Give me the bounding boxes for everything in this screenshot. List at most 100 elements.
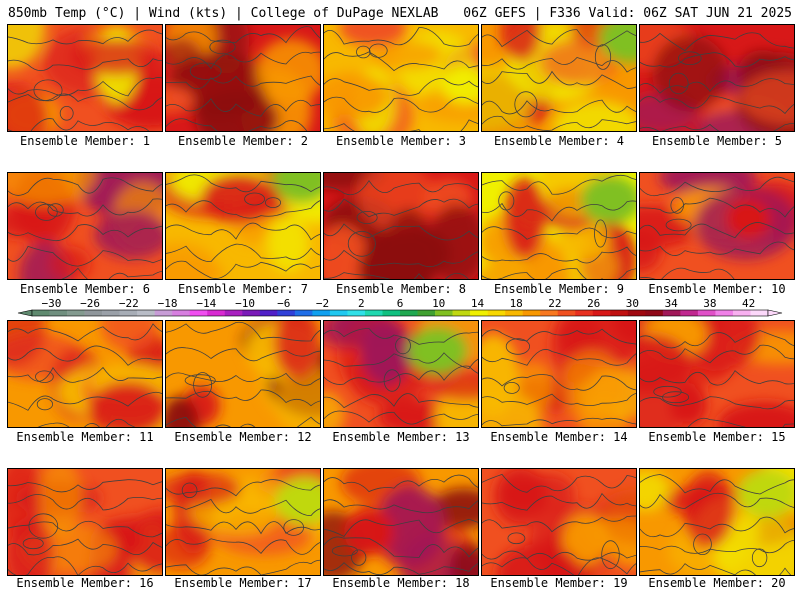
closed-contour	[22, 537, 44, 550]
colorbar-swatch	[575, 310, 594, 316]
height-contour	[482, 174, 636, 195]
temperature-region	[717, 402, 794, 427]
height-contour	[166, 538, 320, 555]
temperature-field-plot	[166, 25, 320, 131]
temperature-region	[725, 198, 771, 239]
ensemble-member-3-map	[323, 24, 479, 132]
height-contour	[324, 198, 478, 218]
colorbar-swatch	[32, 310, 50, 316]
closed-contour	[662, 391, 690, 404]
height-contour	[8, 479, 162, 493]
colorbar-tick-label: 18	[509, 297, 523, 310]
temperature-region	[496, 543, 581, 575]
ensemble-member-1-map	[7, 24, 163, 132]
height-contour	[8, 391, 162, 411]
height-contour	[8, 198, 162, 217]
ensemble-member-label: Ensemble Member: 16	[16, 576, 154, 590]
height-contour	[324, 51, 478, 72]
temperature-field-plot	[482, 173, 636, 279]
temperature-field-plot	[166, 173, 320, 279]
ensemble-member-17-map	[165, 468, 321, 576]
colorbar-swatch	[557, 310, 576, 316]
colorbar-swatch	[382, 310, 401, 316]
colorbar-tick-label: 26	[587, 297, 601, 310]
closed-contour	[356, 45, 371, 59]
height-contour	[640, 241, 794, 256]
height-contour	[166, 321, 320, 342]
colorbar-swatch	[592, 310, 611, 316]
temperature-region	[166, 257, 225, 279]
temperature-region	[94, 211, 162, 259]
ensemble-member-15-map	[639, 320, 795, 428]
height-contour	[324, 518, 478, 538]
ensemble-member-label: Ensemble Member: 12	[174, 430, 312, 444]
colorbar-swatch	[452, 310, 471, 316]
colorbar-swatch	[487, 310, 506, 316]
height-contour	[482, 417, 636, 427]
height-contour	[324, 119, 478, 131]
height-contour	[482, 226, 636, 240]
height-contour	[482, 268, 636, 279]
colorbar-tick-label: −2	[315, 297, 330, 310]
ensemble-member-16-map	[7, 468, 163, 576]
height-contour	[166, 389, 320, 407]
colorbar-swatch	[277, 310, 296, 316]
height-contour	[8, 224, 162, 242]
height-contour	[482, 29, 636, 48]
closed-contour	[594, 44, 612, 70]
temperature-field-plot	[640, 321, 794, 427]
closed-contour	[193, 372, 212, 398]
cool-region	[272, 173, 320, 203]
height-contour	[166, 98, 320, 117]
temperature-region	[387, 208, 431, 274]
height-contour	[166, 51, 320, 70]
closed-contour	[601, 540, 620, 570]
height-contour	[482, 70, 636, 89]
temperature-field-plot	[482, 469, 636, 575]
temperature-region	[48, 246, 91, 279]
height-contour	[324, 365, 478, 385]
closed-contour	[351, 549, 367, 566]
temperature-field-plot	[166, 469, 320, 575]
cool-region	[407, 326, 468, 375]
colorbar-swatch	[750, 310, 769, 316]
colorbar-tick-label: 30	[625, 297, 640, 310]
ensemble-member-label: Ensemble Member: 10	[648, 282, 786, 296]
colorbar-swatch	[435, 310, 453, 316]
colorbar-swatch	[294, 310, 313, 316]
ensemble-member-label: Ensemble Member: 14	[490, 430, 628, 444]
colorbar-swatch	[154, 310, 173, 316]
height-contour	[8, 323, 162, 342]
ensemble-member-18-map	[323, 468, 479, 576]
closed-contour	[35, 203, 58, 221]
temperature-region	[166, 396, 199, 427]
ensemble-member-label: Ensemble Member: 7	[177, 282, 309, 296]
ensemble-member-2-map	[165, 24, 321, 132]
temperature-region	[553, 100, 636, 131]
colorbar-swatch	[417, 310, 436, 316]
temperature-region	[324, 72, 389, 119]
colorbar-tick-label: −22	[118, 297, 139, 310]
temperature-region	[256, 38, 320, 104]
height-contour	[8, 245, 162, 267]
ensemble-member-label: Ensemble Member: 15	[648, 430, 786, 444]
ensemble-member-13-map	[323, 320, 479, 428]
height-contour	[640, 32, 794, 52]
height-contour	[166, 174, 320, 193]
ensemble-member-label: Ensemble Member: 20	[648, 576, 786, 590]
height-contour	[482, 349, 636, 366]
height-contour	[37, 418, 136, 427]
closed-contour	[498, 191, 515, 211]
cool-region	[599, 25, 636, 63]
ensemble-member-4-map	[481, 24, 637, 132]
height-contour	[8, 29, 162, 45]
closed-contour	[751, 548, 768, 568]
temperature-field-plot	[8, 25, 162, 131]
temperature-region	[368, 40, 443, 70]
ensemble-member-9-map	[481, 172, 637, 280]
ensemble-member-7-map	[165, 172, 321, 280]
temperature-region	[714, 512, 794, 575]
ensemble-member-20-map	[639, 468, 795, 576]
colorbar-swatch	[329, 310, 348, 316]
closed-contour	[283, 519, 304, 536]
